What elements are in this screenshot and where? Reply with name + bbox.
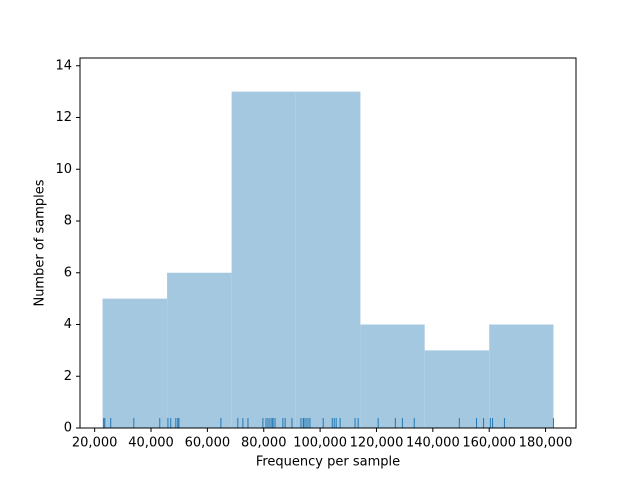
x-axis-label: Frequency per sample bbox=[256, 455, 400, 470]
bar bbox=[424, 350, 490, 428]
x-tick-label: 20,000 bbox=[72, 436, 118, 451]
y-tick-label: 2 bbox=[64, 369, 72, 384]
bar bbox=[102, 298, 168, 428]
y-tick-label: 4 bbox=[64, 317, 72, 332]
y-tick-label: 14 bbox=[55, 58, 72, 73]
bar bbox=[360, 324, 425, 428]
plot-frame bbox=[79, 57, 577, 429]
bar bbox=[295, 91, 361, 429]
bar bbox=[489, 324, 554, 428]
y-tick-label: 0 bbox=[64, 421, 72, 436]
y-tick-label: 6 bbox=[64, 265, 72, 280]
x-tick-label: 100,000 bbox=[293, 436, 347, 451]
bar bbox=[167, 272, 232, 428]
y-axis-label: Number of samples bbox=[33, 179, 48, 306]
x-tick-label: 60,000 bbox=[185, 436, 231, 451]
x-tick-label: 140,000 bbox=[406, 436, 460, 451]
x-tick-label: 160,000 bbox=[462, 436, 516, 451]
y-tick-label: 12 bbox=[55, 110, 72, 125]
bar bbox=[231, 91, 296, 429]
x-tick-label: 120,000 bbox=[350, 436, 404, 451]
x-tick-label: 40,000 bbox=[128, 436, 174, 451]
x-tick-label: 180,000 bbox=[519, 436, 573, 451]
y-tick-label: 10 bbox=[55, 162, 72, 177]
y-tick-label: 8 bbox=[64, 214, 72, 229]
x-tick-label: 80,000 bbox=[241, 436, 287, 451]
